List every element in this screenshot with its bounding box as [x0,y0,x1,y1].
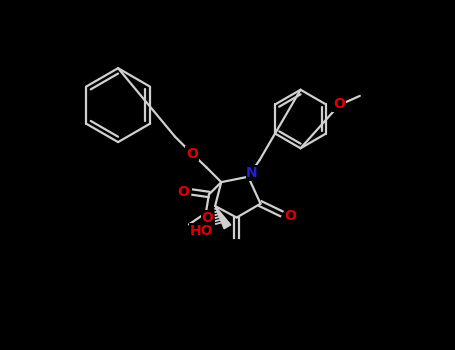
Polygon shape [215,206,231,229]
Text: O: O [186,147,198,161]
Text: O: O [177,185,189,199]
Text: O: O [202,211,213,225]
Text: O: O [285,209,297,223]
Text: O: O [333,97,345,111]
Text: HO: HO [189,224,213,238]
Text: N: N [246,166,258,180]
